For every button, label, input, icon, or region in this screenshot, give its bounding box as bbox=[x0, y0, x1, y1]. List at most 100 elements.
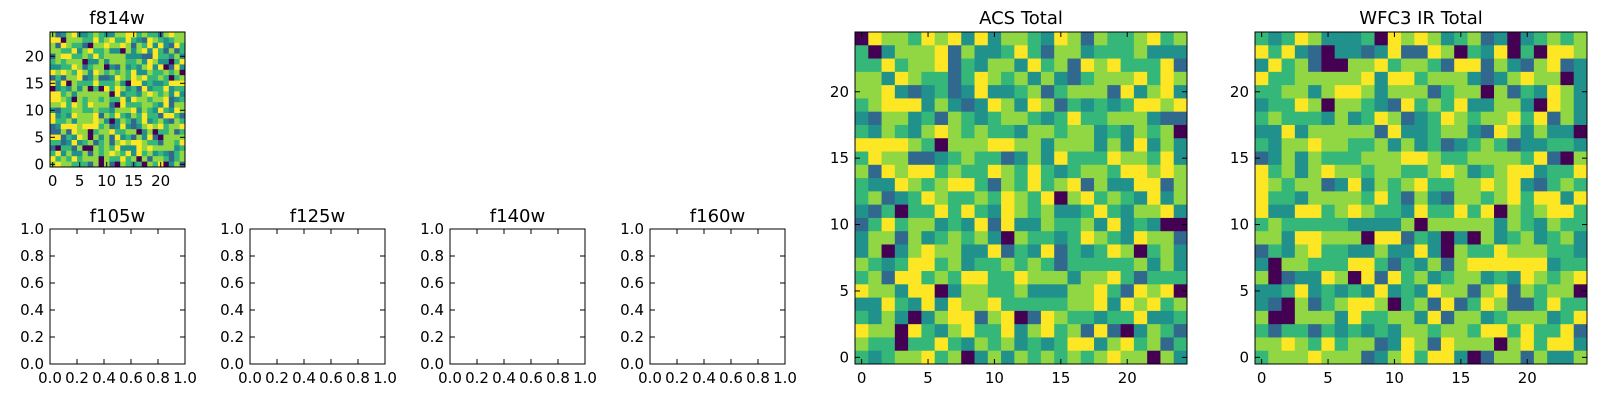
heatmap-cell bbox=[114, 59, 121, 65]
heatmap-cell bbox=[1560, 138, 1575, 152]
heatmap-cell bbox=[66, 48, 72, 54]
heatmap-cell bbox=[1027, 138, 1042, 152]
heatmap-cell bbox=[1480, 111, 1495, 126]
heatmap-cell bbox=[1094, 297, 1108, 312]
heatmap-cell bbox=[1467, 324, 1482, 338]
heatmap-cell bbox=[1014, 45, 1029, 59]
heatmap-cell bbox=[1560, 164, 1575, 179]
heatmap-cell bbox=[93, 134, 99, 141]
heatmap-cell bbox=[1494, 178, 1508, 192]
heatmap-cell bbox=[908, 124, 922, 139]
heatmap-cell bbox=[109, 75, 116, 81]
heatmap-cell bbox=[1414, 244, 1429, 259]
heatmap-cell bbox=[1308, 257, 1322, 272]
heatmap-cell bbox=[1334, 271, 1349, 285]
heatmap-cell bbox=[55, 91, 62, 98]
heatmap-cell bbox=[1547, 71, 1561, 86]
heatmap-cell bbox=[1454, 257, 1468, 272]
heatmap-cell bbox=[1160, 178, 1175, 192]
heatmap-cell bbox=[1547, 271, 1561, 285]
heatmap-cell bbox=[961, 271, 975, 285]
heatmap-cell bbox=[114, 91, 121, 98]
heatmap-cell bbox=[1401, 151, 1415, 166]
heatmap-cell bbox=[55, 118, 62, 125]
heatmap-cell bbox=[93, 150, 99, 157]
heatmap-cell bbox=[1308, 337, 1322, 352]
heatmap-cell bbox=[1133, 178, 1148, 192]
heatmap-cell bbox=[1094, 32, 1108, 46]
y-tick-label: 1.0 bbox=[220, 220, 244, 238]
heatmap-cell bbox=[1533, 191, 1548, 206]
heatmap-cell bbox=[98, 96, 105, 103]
heatmap-cell bbox=[1067, 324, 1082, 338]
heatmap-cell bbox=[1094, 324, 1108, 338]
heatmap-cell bbox=[163, 86, 170, 92]
heatmap-cell bbox=[174, 32, 180, 38]
heatmap-cell bbox=[1414, 71, 1429, 86]
x-tick-label: 0.6 bbox=[119, 369, 143, 387]
heatmap-cell bbox=[114, 129, 121, 135]
heatmap-cell bbox=[125, 64, 132, 71]
heatmap-cell bbox=[961, 337, 975, 352]
heatmap-cell bbox=[87, 123, 94, 130]
heatmap-cell bbox=[1160, 297, 1175, 312]
heatmap-cell bbox=[120, 113, 126, 119]
heatmap-cell bbox=[60, 37, 67, 44]
heatmap-cell bbox=[1387, 111, 1402, 126]
heatmap-cell bbox=[1467, 244, 1482, 259]
heatmap-cell bbox=[974, 217, 989, 232]
heatmap-cell bbox=[114, 140, 121, 146]
heatmap-cell bbox=[120, 91, 126, 98]
x-tick-label: 5 bbox=[75, 172, 85, 190]
heatmap-cell bbox=[174, 91, 180, 98]
heatmap-cell bbox=[136, 150, 143, 157]
heatmap-cell bbox=[82, 161, 89, 168]
heatmap-cell bbox=[168, 53, 175, 60]
heatmap-cell bbox=[1120, 297, 1135, 312]
heatmap-cell bbox=[894, 191, 909, 206]
heatmap-cell bbox=[1308, 310, 1322, 325]
heatmap-cell bbox=[147, 32, 153, 38]
heatmap-cell bbox=[1560, 191, 1575, 206]
heatmap-cell bbox=[114, 32, 121, 38]
heatmap-cell bbox=[1440, 71, 1455, 86]
heatmap-cell bbox=[947, 32, 962, 46]
heatmap-cell bbox=[1573, 111, 1588, 126]
heatmap-cell bbox=[66, 96, 72, 103]
heatmap-cell bbox=[60, 123, 67, 130]
heatmap-cell bbox=[1374, 217, 1389, 232]
heatmap-cell bbox=[1573, 284, 1588, 298]
heatmap-cell bbox=[168, 156, 175, 162]
heatmap-cell bbox=[104, 80, 110, 87]
heatmap-cell bbox=[908, 244, 922, 259]
heatmap-cell bbox=[1533, 71, 1548, 86]
heatmap-cell bbox=[1427, 284, 1442, 298]
heatmap-cell bbox=[1308, 45, 1322, 59]
heatmap-cell bbox=[1520, 217, 1535, 232]
heatmap-cell bbox=[1067, 217, 1082, 232]
heatmap-cell bbox=[1321, 111, 1336, 126]
heatmap-cell bbox=[974, 297, 989, 312]
heatmap-cell bbox=[1067, 337, 1082, 352]
heatmap-cell bbox=[1440, 324, 1455, 338]
heatmap-cell bbox=[136, 156, 143, 162]
heatmap-cell bbox=[1427, 257, 1442, 272]
heatmap-cell bbox=[1255, 124, 1269, 139]
heatmap-cell bbox=[1067, 231, 1082, 245]
heatmap-cell bbox=[152, 145, 159, 152]
heatmap-cell bbox=[1281, 151, 1296, 166]
heatmap-cell bbox=[120, 145, 126, 152]
heatmap-cell bbox=[136, 129, 143, 135]
heatmap-cell bbox=[908, 284, 922, 298]
heatmap-cell bbox=[136, 37, 143, 44]
heatmap-cell bbox=[125, 86, 132, 92]
heatmap-cell bbox=[152, 107, 159, 114]
heatmap-cell bbox=[1520, 111, 1535, 126]
heatmap-cell bbox=[1281, 284, 1296, 298]
x-tick-label: 0.4 bbox=[692, 369, 716, 387]
heatmap-cell bbox=[947, 45, 962, 59]
heatmap-cell bbox=[104, 53, 110, 60]
heatmap-cell bbox=[1547, 45, 1561, 59]
heatmap-cell bbox=[974, 164, 989, 179]
